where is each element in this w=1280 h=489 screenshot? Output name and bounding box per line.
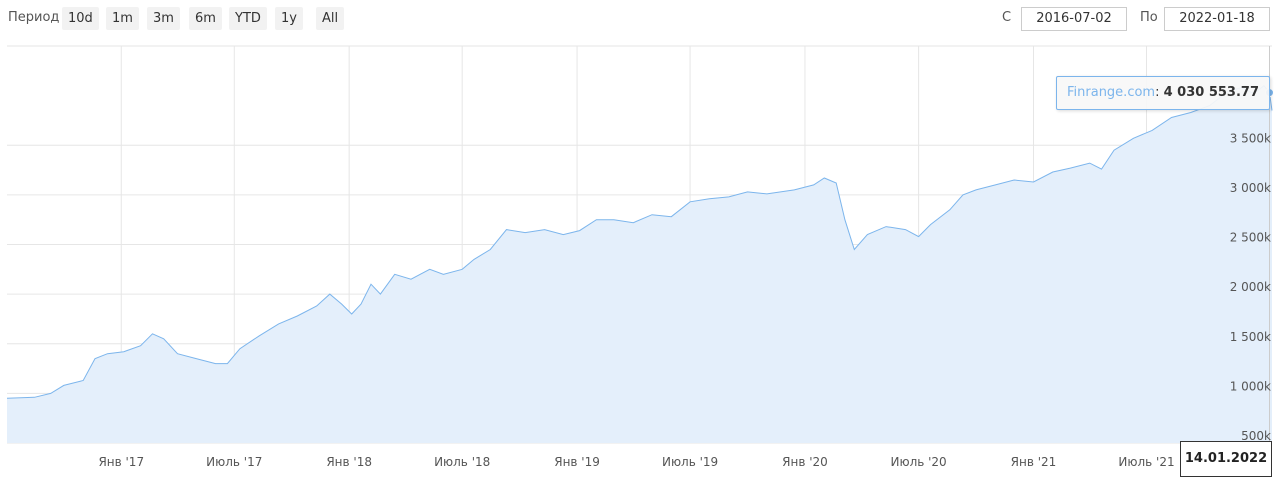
x-tick-label: Янв '17 — [98, 455, 144, 469]
to-label: По — [1140, 10, 1158, 25]
x-tick-label: Янв '20 — [782, 455, 828, 469]
x-tick-label: Июль '18 — [434, 455, 490, 469]
y-tick-label: 1 000k — [1230, 379, 1271, 393]
range-button-6m[interactable]: 6m — [189, 7, 222, 30]
from-date-input[interactable]: 2016-07-02 — [1021, 7, 1127, 31]
range-button-1y[interactable]: 1y — [275, 7, 303, 30]
range-button-ytd[interactable]: YTD — [229, 7, 267, 30]
x-tick-label: Июль '19 — [662, 455, 718, 469]
series-line — [6, 85, 1273, 399]
y-tick-label: 3 500k — [1230, 131, 1271, 145]
range-button-all[interactable]: All — [316, 7, 345, 30]
y-tick-label: 1 500k — [1230, 330, 1271, 344]
tooltip-separator: : — [1155, 85, 1164, 100]
series-area-fill — [7, 85, 1272, 443]
y-tick-label: 2 000k — [1230, 280, 1271, 294]
tooltip: Finrange.com: 4 030 553.77 — [1056, 76, 1271, 110]
y-axis-labels: 500k 1 000k 1 500k 2 000k 2 500k 3 000k 3 500k — [1230, 131, 1271, 443]
y-tick-label: 2 500k — [1230, 231, 1271, 245]
toolbar: Период 10d 1m 3m 6m YTD 1y All С 2016-07… — [0, 0, 1280, 40]
x-tick-label: Янв '18 — [326, 455, 372, 469]
x-tick-label: Июль '17 — [206, 455, 262, 469]
y-tick-label: 3 000k — [1230, 181, 1271, 195]
range-button-10d[interactable]: 10d — [62, 7, 99, 30]
x-tick-label: Июль '20 — [890, 455, 946, 469]
x-tick-label: Июль '21 — [1118, 455, 1174, 469]
tooltip-series-name: Finrange.com — [1067, 85, 1156, 100]
x-tick-label: Янв '21 — [1011, 455, 1057, 469]
y-tick-label: 500k — [1241, 429, 1271, 443]
area-chart[interactable]: 500k 1 000k 1 500k 2 000k 2 500k 3 000k 3 500k… — [0, 40, 1280, 489]
hover-date-label: 14.01.2022 — [1180, 441, 1272, 477]
period-label: Период — [8, 10, 60, 25]
range-button-1m[interactable]: 1m — [106, 7, 139, 30]
range-button-3m[interactable]: 3m — [147, 7, 180, 30]
tooltip-value: 4 030 553.77 — [1163, 85, 1260, 100]
x-tick-label: Янв '19 — [554, 455, 600, 469]
to-date-input[interactable]: 2022-01-18 — [1164, 7, 1270, 31]
from-label: С — [1002, 10, 1012, 25]
x-axis-labels: Янв '17 Июль '17 Янв '18 Июль '18 Янв '19 Июл… — [98, 455, 1174, 469]
